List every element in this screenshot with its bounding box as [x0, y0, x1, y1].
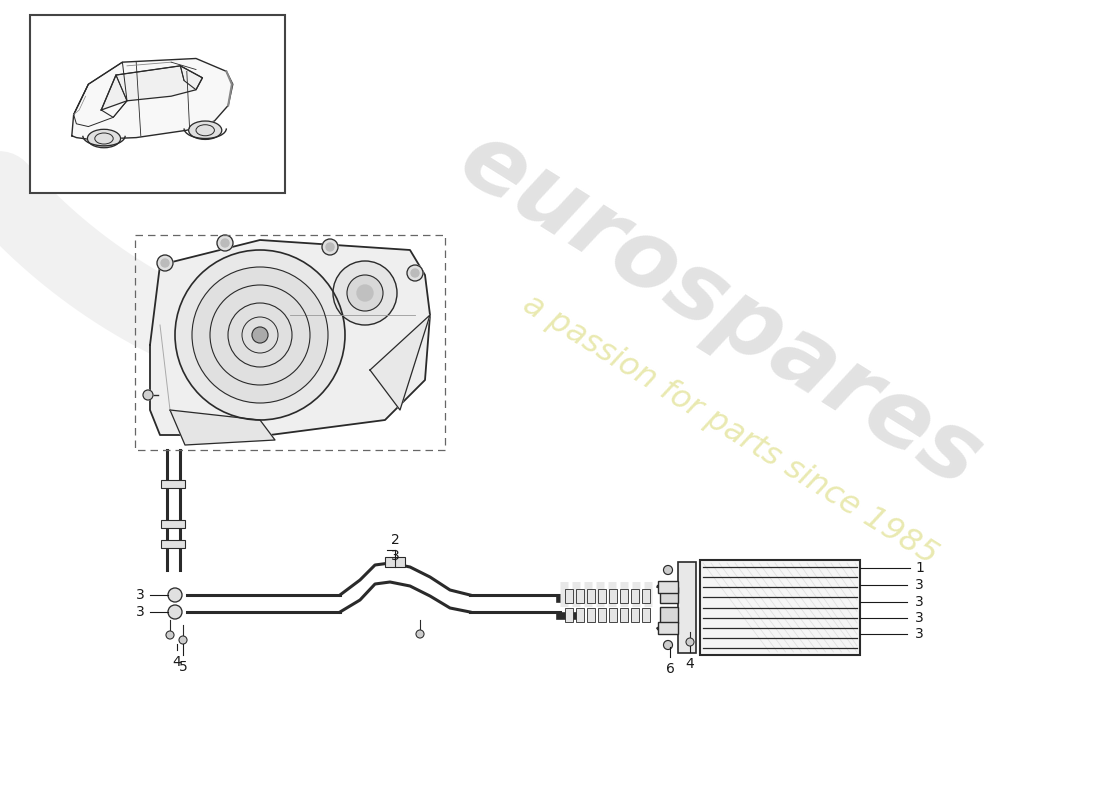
Circle shape — [179, 636, 187, 644]
Bar — [565, 608, 573, 622]
Bar — [660, 587, 678, 603]
Bar — [598, 608, 606, 622]
Text: 3: 3 — [390, 549, 399, 563]
Circle shape — [161, 259, 169, 267]
Bar — [642, 608, 650, 622]
Text: 2: 2 — [390, 533, 399, 547]
Bar — [587, 589, 595, 603]
Circle shape — [411, 269, 419, 277]
Bar — [631, 608, 639, 622]
Text: 6: 6 — [666, 662, 674, 676]
Polygon shape — [370, 315, 430, 410]
Circle shape — [217, 235, 233, 251]
Circle shape — [686, 638, 694, 646]
Bar — [658, 622, 678, 634]
Polygon shape — [150, 240, 430, 435]
Bar — [609, 589, 617, 603]
Circle shape — [252, 327, 268, 343]
Polygon shape — [170, 410, 275, 445]
Circle shape — [663, 641, 672, 650]
Circle shape — [326, 243, 334, 251]
Text: 5: 5 — [178, 660, 187, 674]
Bar — [587, 608, 595, 622]
Bar — [700, 560, 860, 655]
Bar — [565, 589, 573, 603]
Bar — [620, 589, 628, 603]
Bar — [620, 608, 628, 622]
Circle shape — [166, 631, 174, 639]
Text: 3: 3 — [915, 578, 924, 592]
Text: eurospares: eurospares — [442, 113, 998, 507]
Text: a passion for parts since 1985: a passion for parts since 1985 — [517, 289, 943, 571]
Circle shape — [322, 239, 338, 255]
Circle shape — [221, 239, 229, 247]
Text: 1: 1 — [915, 561, 924, 575]
Bar — [161, 540, 185, 548]
Circle shape — [168, 605, 182, 619]
Bar — [658, 581, 678, 593]
Circle shape — [210, 285, 310, 385]
Bar — [598, 589, 606, 603]
Text: 3: 3 — [915, 611, 924, 625]
Circle shape — [416, 630, 424, 638]
Circle shape — [175, 250, 345, 420]
Bar — [30, 15, 285, 193]
Bar — [161, 520, 185, 528]
Circle shape — [407, 265, 424, 281]
Bar — [678, 562, 696, 653]
Bar — [660, 607, 678, 623]
Polygon shape — [101, 66, 202, 110]
Text: 3: 3 — [915, 595, 924, 609]
Circle shape — [143, 390, 153, 400]
Polygon shape — [72, 58, 233, 139]
Bar — [609, 608, 617, 622]
Text: 3: 3 — [136, 588, 145, 602]
Circle shape — [333, 261, 397, 325]
Circle shape — [358, 285, 373, 301]
Bar — [576, 589, 584, 603]
Bar — [385, 557, 405, 567]
Text: 4: 4 — [173, 655, 182, 669]
Circle shape — [192, 267, 328, 403]
Bar — [576, 608, 584, 622]
Circle shape — [228, 303, 292, 367]
Bar — [135, 235, 446, 450]
Circle shape — [346, 275, 383, 311]
Bar — [631, 589, 639, 603]
Text: 3: 3 — [136, 605, 145, 619]
Ellipse shape — [188, 121, 222, 139]
Ellipse shape — [87, 130, 121, 148]
Bar — [161, 480, 185, 488]
Bar — [642, 589, 650, 603]
Circle shape — [168, 588, 182, 602]
Text: 3: 3 — [915, 627, 924, 641]
Circle shape — [663, 566, 672, 574]
Circle shape — [157, 255, 173, 271]
Text: 4: 4 — [685, 657, 694, 671]
Circle shape — [242, 317, 278, 353]
